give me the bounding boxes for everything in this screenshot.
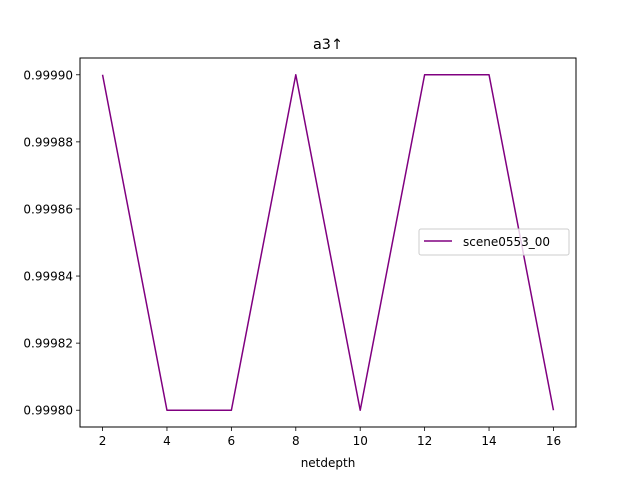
y-tick-label: 0.99980 [23,404,73,418]
legend: scene0553_00 [419,229,569,255]
x-tick-label: 2 [99,434,107,448]
x-tick-label: 16 [546,434,561,448]
x-tick-label: 8 [292,434,300,448]
x-tick-label: 14 [481,434,496,448]
y-tick-label: 0.99982 [23,337,73,351]
x-tick-label: 12 [417,434,432,448]
x-tick-label: 4 [163,434,171,448]
x-tick-label: 6 [228,434,236,448]
y-tick-label: 0.99988 [23,135,73,149]
chart-title: a3↑ [313,37,343,53]
y-tick-label: 0.99986 [23,202,73,216]
x-tick-label: 10 [353,434,368,448]
y-tick-label: 0.99984 [23,270,73,284]
y-tick-label: 0.99990 [23,68,73,82]
legend-label: scene0553_00 [463,235,550,249]
x-axis-label: netdepth [301,456,356,470]
